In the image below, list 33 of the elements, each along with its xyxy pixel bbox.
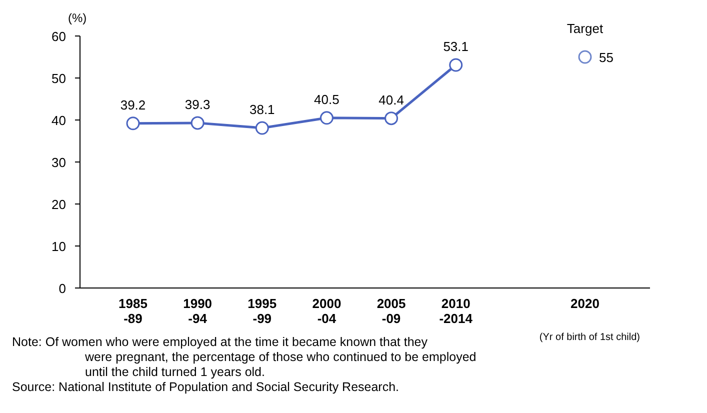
x-tick-label: 1995 -99: [248, 296, 277, 326]
x-tick-label: 2020: [570, 296, 600, 311]
data-label: 55: [599, 50, 614, 65]
y-tick-label: 30: [52, 155, 66, 170]
point: [578, 50, 592, 64]
data-label: 38.1: [249, 102, 275, 117]
data-label: 39.2: [120, 97, 146, 112]
point: [255, 121, 269, 135]
data-label: 53.1: [443, 38, 469, 54]
data-label: 39.3: [184, 96, 210, 112]
data-label: 40.4: [378, 92, 404, 108]
point: [126, 116, 140, 130]
y-tick-label: 40: [52, 113, 66, 128]
y-tick-label: 50: [52, 71, 66, 86]
x-tick-label: 2000 -04: [312, 296, 342, 326]
data-label: 40.5: [314, 92, 340, 107]
x-tick-label: 1985 -89: [118, 296, 148, 326]
y-axis-title: (%): [68, 11, 87, 25]
y-tick-label: 60: [52, 29, 66, 44]
x-tick-label: 1990 -94: [183, 296, 212, 326]
y-tick-label: 20: [52, 197, 66, 212]
point: [449, 58, 463, 72]
point: [190, 116, 204, 130]
x-tick-label: 2005 -09: [376, 296, 406, 326]
y-tick-label: 10: [52, 239, 66, 254]
source-note: Source: National Institute of Population and Social Security Research.: [12, 380, 400, 394]
x-tick-label: 2010 -2014: [439, 296, 474, 326]
y-tick-label: 0: [58, 281, 66, 296]
point: [384, 112, 398, 126]
text: Note: Of women who were employed at the time it became known that they were pregnant, the percentage of those who continued to be employed until the child turned 1 years old.: [12, 335, 476, 379]
annotation: Target: [566, 21, 604, 36]
point: [320, 111, 334, 125]
x-axis-title: (Yr of birth of 1st child): [539, 332, 640, 343]
